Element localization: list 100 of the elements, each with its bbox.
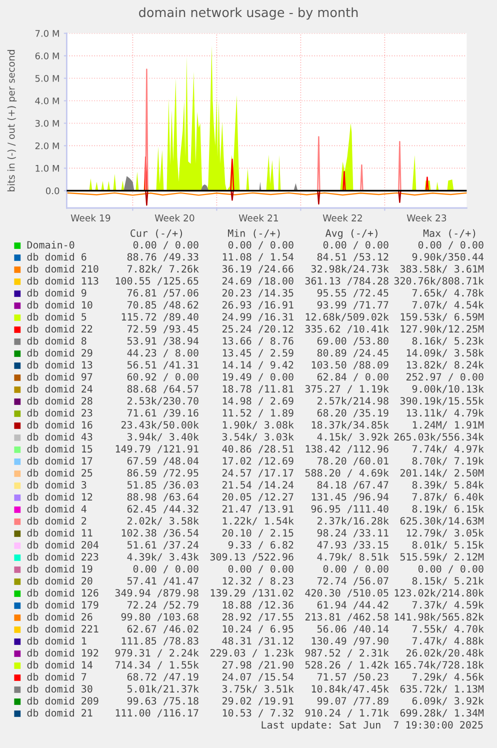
y-tick-label: 0.0 [46,187,60,194]
legend-label: db domid 16 [27,420,92,429]
text: 95.55 /72.45 [317,289,388,298]
legend-label: Domain-0 [27,240,74,249]
text: 47.93 /33.15 [317,541,388,550]
text: 7.47k/ 4.88k [412,636,484,646]
legend-label: db domid 21 [27,708,92,717]
text: 361.13 /784.28 [305,277,388,286]
text: 309.13 /522.96 [210,553,294,562]
text: 7.82k/ 7.26k [127,264,199,274]
text: 100.55 /125.65 [116,277,198,286]
text: 23.43k/50.00k [121,420,199,430]
text: 4.39k/ 3.43k [127,552,199,562]
text: 3.75k/ 3.51k [222,684,294,694]
text: 979.31 / 2.24k [115,648,199,658]
text: 714.34 / 1.55k [115,660,199,670]
text: 25.24 /20.12 [222,325,294,334]
text: 69.00 /53.80 [317,337,388,346]
text: 14.98 / 2.69 [222,397,294,406]
text: 1.22k/ 1.54k [222,516,294,526]
legend-label: db domid 204 [27,540,98,549]
chart-title: domain network usage - by month [139,7,358,20]
text: 72.24 /52.79 [127,601,198,610]
text: 61.94 /44.42 [317,601,388,610]
text: 320.76k/808.71k [394,276,484,286]
text: 2.02k/ 3.58k [128,516,199,526]
y-tick-label: 5.0 M [35,74,59,82]
text: 76.81 /57.06 [127,289,198,298]
legend-label: db domid 43 [27,432,92,441]
text: 201.14k/ 2.50M [400,468,484,478]
text: 102.38 /36.54 [122,529,199,538]
text: 98.24 /33.11 [317,529,388,538]
text: 10.53 / 7.32 [222,709,294,718]
text: 0.00 / 0.00 [133,241,198,250]
x-tick-label: Week 23 [406,214,446,222]
text: 21.54 /14.24 [222,481,294,490]
text: 3.54k/ 3.03k [222,432,294,442]
text: 165.74k/728.18k [394,660,484,670]
text: Cur (-/+) [130,229,182,238]
text: 12.68k/509.02k [306,312,389,322]
text: 72.74 /56.07 [317,577,388,586]
text: 71.61 /39.16 [127,409,198,418]
legend-label: db domid 179 [27,600,98,609]
text: 51.61 /37.24 [127,541,199,550]
x-tick-label: Week 21 [238,214,278,222]
text: 72.59 /93.45 [127,325,198,334]
text: 420.30 /510.05 [305,589,388,598]
text: 229.03 / 1.23k [210,648,294,658]
text: 96.95 /111.40 [311,505,388,514]
legend-label: db domid 14 [27,660,92,669]
text: 625.30k/14.63M [400,516,484,526]
text: 84.51 /53.12 [317,253,388,262]
legend-label: db domid 24 [27,384,92,393]
text: 11.08 / 1.54 [222,253,294,262]
x-tick-label: Week 19 [70,214,110,222]
text: Max (-/+) [423,229,476,238]
text: 32.98k/24.73k [311,264,389,274]
text: 40.86 /28.51 [222,445,294,454]
y-axis-title: bits in (-) / out (+) per second [7,50,17,192]
text: 2.57k/214.98 [318,396,388,406]
text: 111.85 /78.83 [122,637,198,646]
legend-label: db domid 209 [27,696,98,705]
text: 149.79 /121.91 [116,445,198,454]
text: 213.81 /462.58 [305,613,388,622]
text: 390.19k/15.55k [400,396,484,406]
text: 17.02 /12.69 [222,457,294,466]
text: 78.20 /60.01 [317,457,388,466]
text: 0.00 / 0.00 [323,565,388,574]
y-tick-label: 1.0 M [36,164,59,172]
legend-label: db domid 17 [27,456,92,465]
text: 13.82k/ 8.24k [406,360,484,370]
text: 515.59k/ 2.12M [400,552,484,562]
text: Avg (-/+) [325,229,378,239]
text: 56.06 /40.14 [317,625,389,634]
legend-label: db domid 12 [27,492,92,501]
text: 130.49 /97.90 [312,637,388,646]
text: 6.09k/ 3.92k [412,696,484,706]
text: 51.85 /36.03 [127,481,198,490]
text: 528.26 / 1.42k [305,660,389,670]
text: 18.88 /12.36 [222,601,294,610]
legend-label: db domid 6 [27,252,86,261]
text: 24.07 /15.54 [222,673,294,682]
text: 0.00 / 0.00 [228,241,294,250]
text: 53.91 /38.94 [127,337,199,346]
text: 0.00 / 0.00 [323,241,388,250]
text: 57.41 /41.47 [127,577,198,586]
text: 3.94k/ 3.40k [127,432,199,442]
text: 18.37k/34.85k [312,420,389,430]
text: 12.79k/ 3.05k [406,528,484,538]
text: 383.58k/ 3.61M [400,264,484,274]
legend-label: db domid 29 [27,348,92,357]
legend-label: db domid 9 [27,288,86,297]
text: 56.51 /41.31 [127,361,198,370]
text: 68.20 /35.19 [317,409,388,418]
text: 8.19k/ 6.15k [412,504,484,514]
text: 987.52 / 2.31k [305,648,389,658]
legend-label: db domid 4 [27,504,86,513]
legend-label: db domid 10 [27,300,92,309]
legend-label: db domid 13 [27,360,92,369]
text: 111.00 /116.17 [116,709,198,718]
